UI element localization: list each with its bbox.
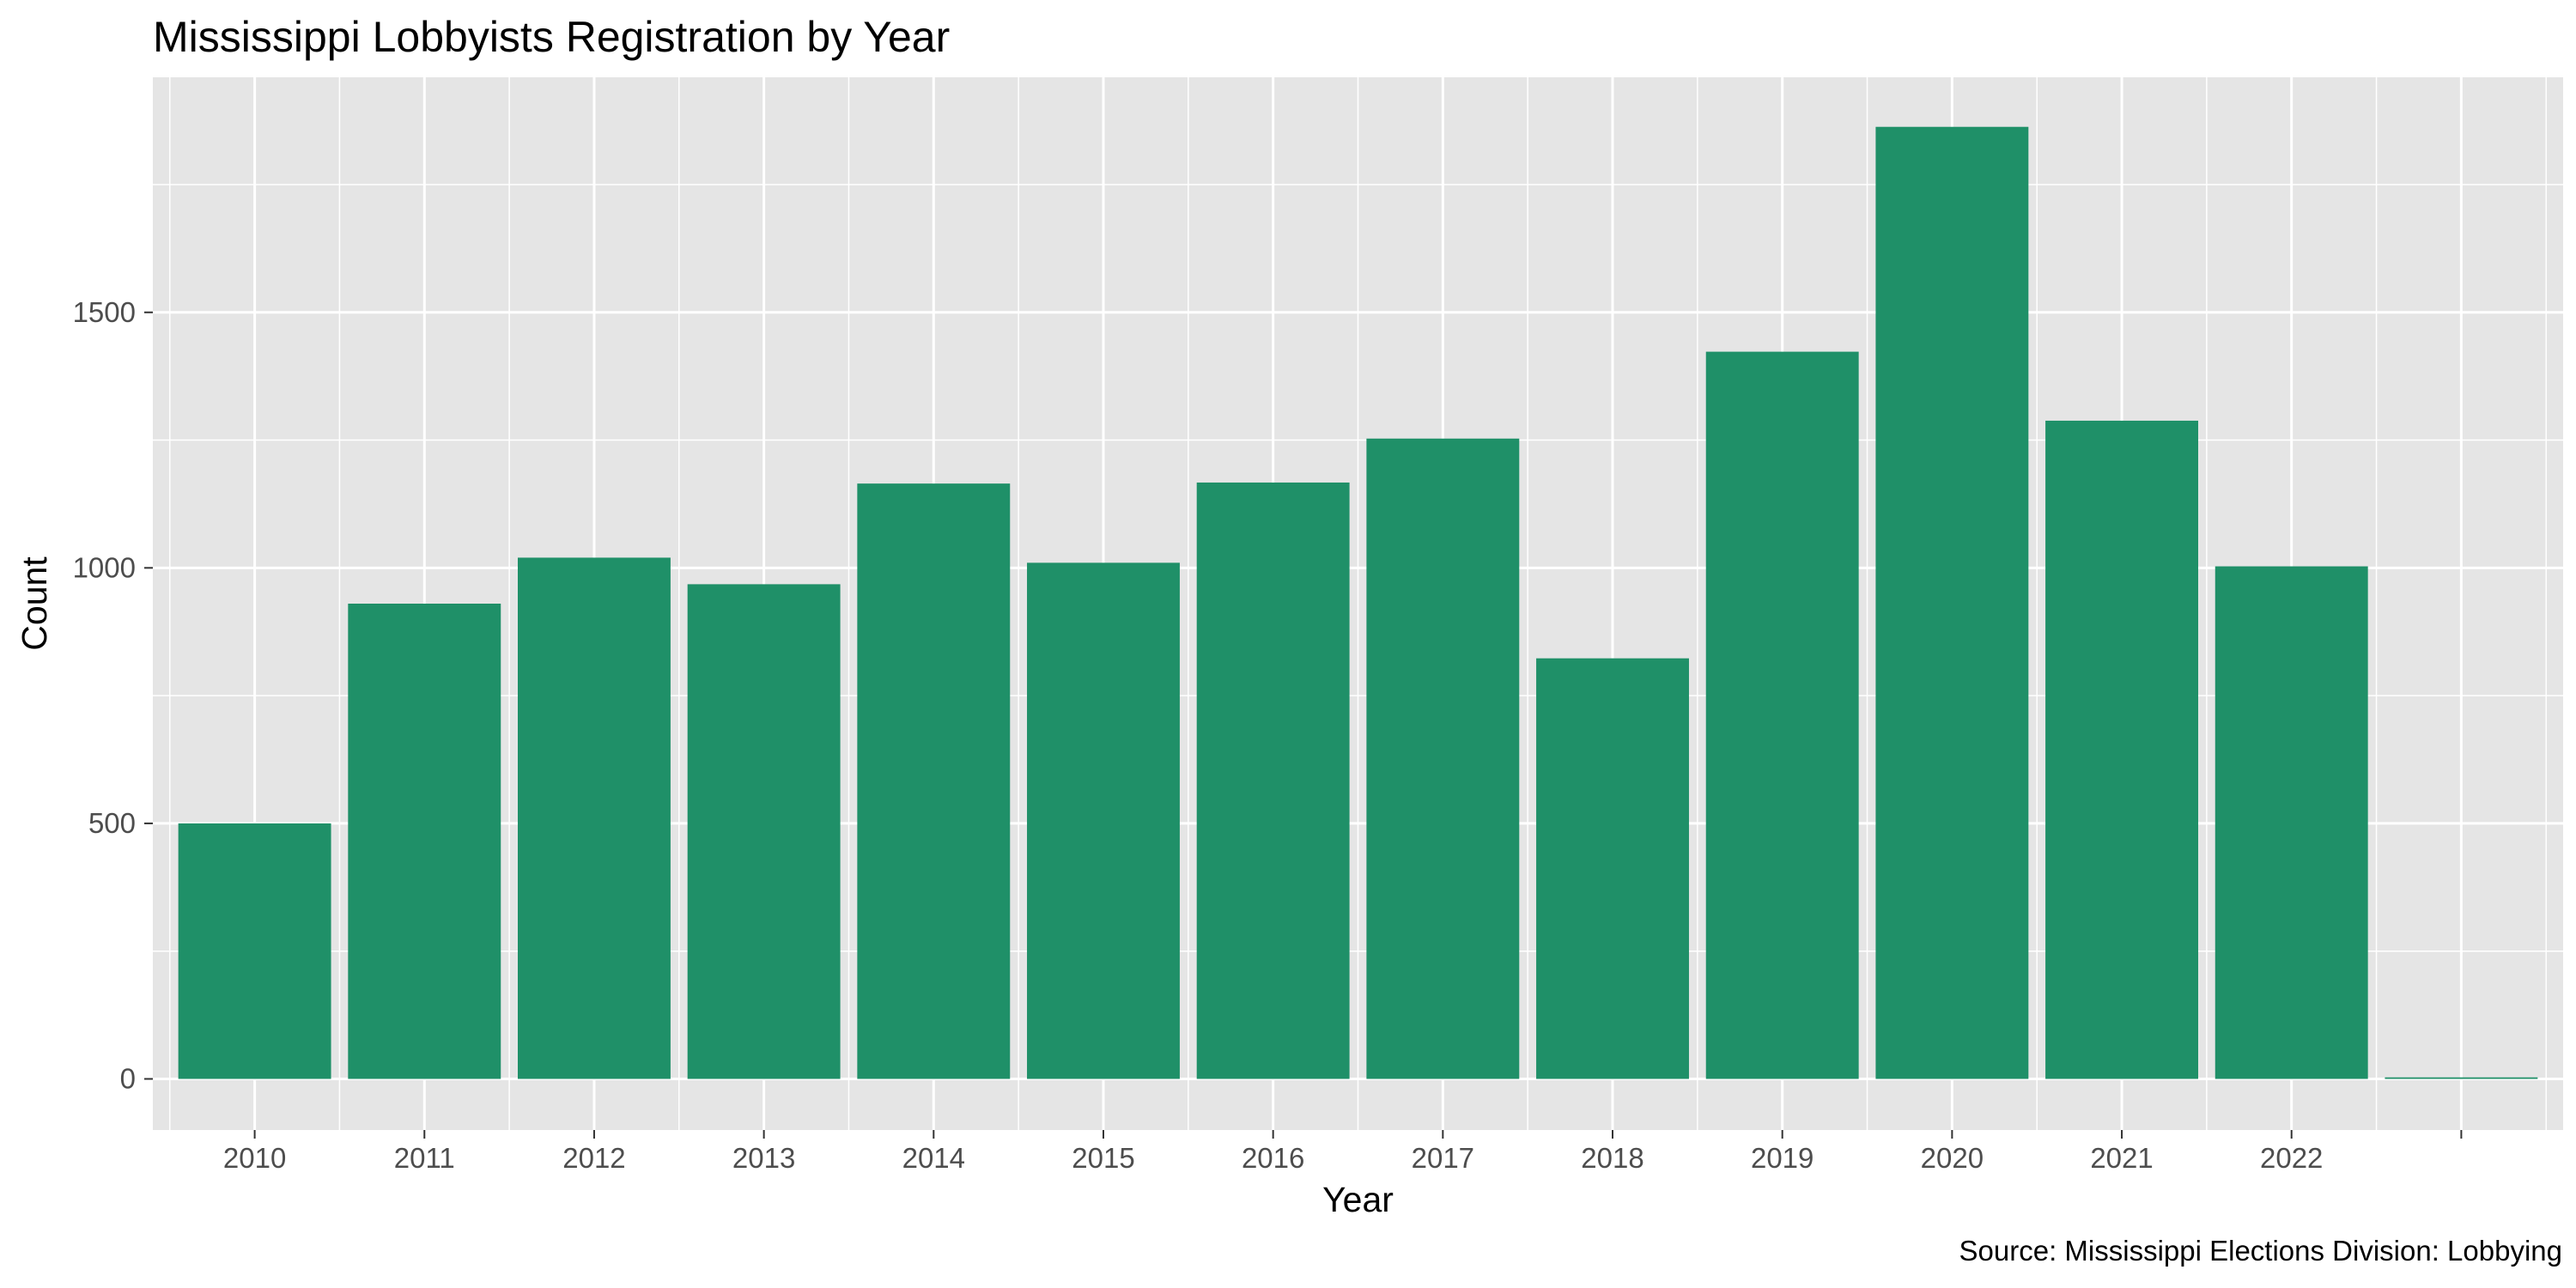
bar [178,823,331,1079]
bar [348,604,501,1079]
y-axis-title: Count [15,556,54,651]
bar [2045,420,2198,1079]
x-axis-title: Year [1322,1180,1394,1219]
x-tick-label: 2012 [562,1142,625,1174]
x-tick-label: 2019 [1751,1142,1814,1174]
y-tick-label: 1500 [73,296,136,328]
bars [178,126,2538,1079]
bar [1536,658,1689,1079]
x-tick-label: 2015 [1072,1142,1134,1174]
x-axis-ticks: 2010 2011 2012 2013 2014 2015 2016 2017 2018 2019… [223,1130,2463,1174]
bar [857,483,1011,1079]
bar [1027,562,1180,1079]
y-tick-label: 0 [120,1062,136,1094]
chart-title: Mississippi Lobbyists Registration by Ye… [153,13,951,61]
x-tick-label: 2020 [1921,1142,1984,1174]
bar [1196,482,1350,1079]
x-tick-label: 2017 [1412,1142,1474,1174]
x-tick-label: 2016 [1242,1142,1304,1174]
x-tick-label: 2010 [223,1142,286,1174]
chart-caption: Source: Mississippi Elections Division: … [1959,1235,2562,1267]
bar [1875,126,2029,1079]
x-tick-label: 2021 [2090,1142,2153,1174]
y-axis-ticks: 0 500 1000 1500 [73,296,153,1094]
x-tick-label: 2022 [2260,1142,2323,1174]
x-tick-label: 2018 [1581,1142,1643,1174]
bar [2215,566,2368,1079]
x-tick-label: 2013 [732,1142,795,1174]
x-tick-label: 2014 [902,1142,965,1174]
bar [1705,351,1859,1079]
y-tick-label: 1000 [73,551,136,583]
x-tick-label: 2011 [394,1142,455,1174]
y-tick-label: 500 [88,807,136,839]
bar [2385,1077,2538,1079]
bar [1366,438,1520,1079]
bar [518,557,671,1079]
bar [687,584,841,1079]
